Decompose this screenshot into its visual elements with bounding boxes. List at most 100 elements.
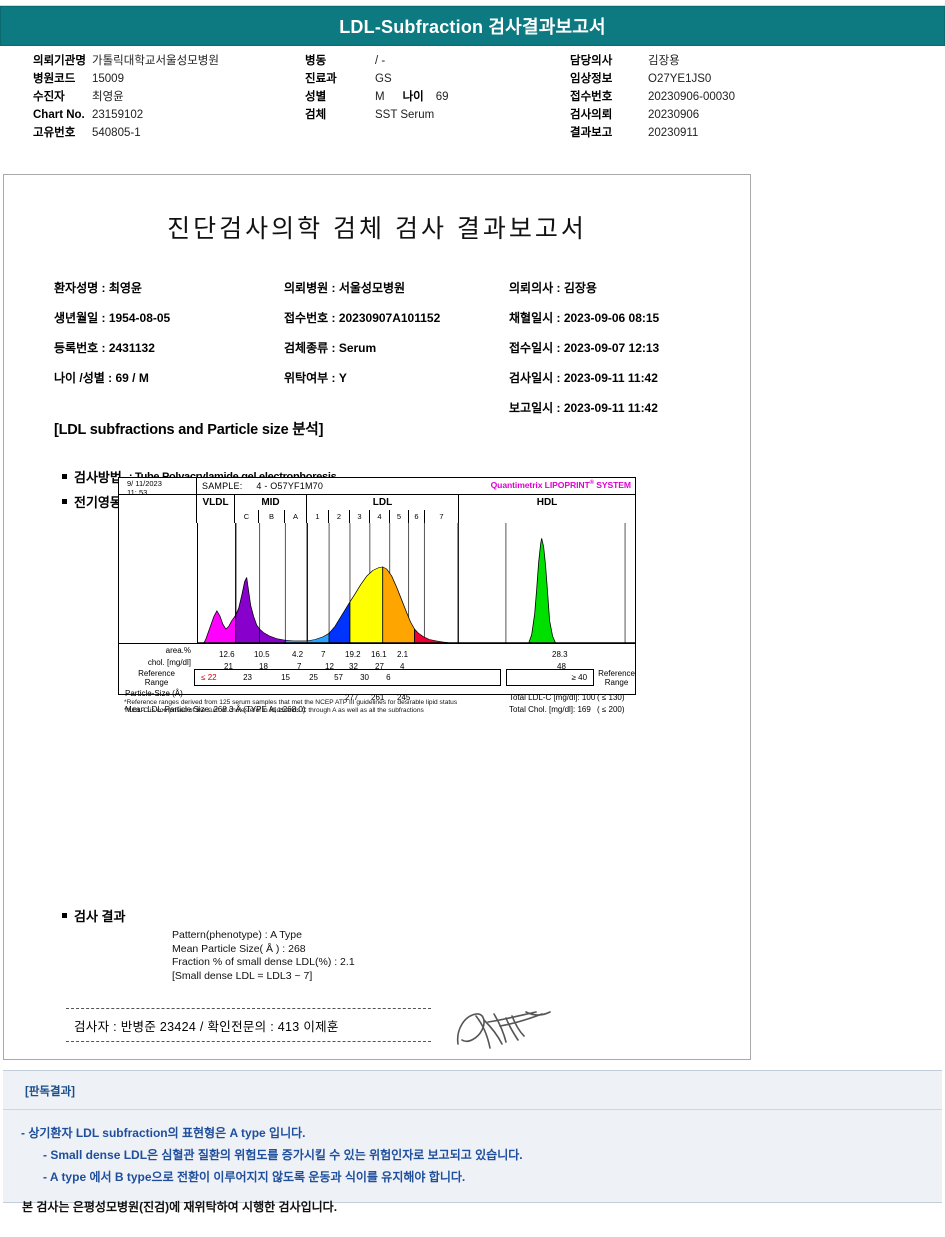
- meta-label: 검체: [305, 109, 327, 121]
- chol-val-2: 7: [297, 662, 302, 671]
- examiner-line: 검사자 : 반병준 23424 / 확인전문의 : 413 이제훈: [74, 1020, 339, 1034]
- chart-timestamp: 9/ 11/2023 11: 53: [119, 478, 197, 497]
- psize-val-2: 245: [397, 693, 411, 702]
- meta-label: 성별: [305, 91, 327, 103]
- meta-row: 결과보고 20230911: [570, 126, 945, 140]
- psize-val-0: 277: [345, 693, 359, 702]
- electropherogram-plot: [197, 523, 635, 643]
- meta-value: 최영윤: [92, 91, 124, 103]
- reference-range-label: Reference Range: [138, 668, 175, 687]
- interpretation-line: - A type 에서 B type으로 전환이 이루어지지 않도록 운동과 식…: [43, 1170, 466, 1184]
- chol-val-4: 32: [349, 662, 358, 671]
- signature-image: [456, 1011, 551, 1049]
- chol-val-1: 18: [259, 662, 268, 671]
- meta-column-2: 병동 / - 진료과 GS 성별 M 나이 69 검체 SST Serum: [305, 54, 570, 140]
- band-hdl: HDL: [536, 497, 558, 508]
- mean-particle-size: Mean LDL-Particle Size: 268.3 Å (TYPE A;…: [125, 705, 306, 714]
- subband-a: A: [285, 510, 307, 523]
- particle-size-row: Particle-Size (Å) 277 261 245 Total LDL-…: [119, 687, 635, 703]
- area-val-5: 16.1: [371, 650, 387, 659]
- reference-range-label-right: Reference Range: [598, 668, 635, 687]
- meta-row: 검사의뢰 20230906: [570, 108, 945, 122]
- particle-size-label: Particle-Size (Å): [125, 688, 183, 698]
- patient-field: 접수번호 : 20230907A101152: [284, 311, 441, 325]
- patient-info-grid: 환자성명 : 최영윤 의뢰병원 : 서울성모병원 의뢰의사 : 김장용 생년월일…: [4, 279, 750, 416]
- meta-row: 고유번호 540805-1: [0, 126, 305, 140]
- results-label: 검사 결과: [74, 909, 126, 924]
- interpretation-line: - Small dense LDL은 심혈관 질환의 위험도를 증가시킬 수 있…: [43, 1148, 523, 1162]
- signature-block: 검사자 : 반병준 23424 / 확인전문의 : 413 이제훈: [66, 1008, 431, 1042]
- total-ldl-c-ref: ( ≤ 130): [597, 693, 625, 702]
- meta-column-1: 의뢰기관명 가톨릭대학교서울성모병원 병원코드 15009 수진자 최영윤 Chart…: [0, 54, 305, 140]
- meta-row: 담당의사 김장용: [570, 54, 945, 68]
- chart-band-row: VLDL MID LDL HDL: [119, 495, 635, 510]
- meta-label: 임상정보: [570, 73, 613, 85]
- result-line: Fraction % of small dense LDL(%) : 2.1: [172, 956, 355, 968]
- divider: [66, 1041, 431, 1042]
- meta-label: 수진자: [33, 91, 65, 103]
- brand-tail: SYSTEM: [596, 480, 631, 490]
- chol-val-hdl: 48: [557, 662, 566, 671]
- patient-field: 생년월일 : 1954-08-05: [54, 311, 171, 325]
- report-sheet: 진단검사의학 검체 검사 결과보고서 환자성명 : 최영윤 의뢰병원 : 서울성…: [3, 174, 751, 1060]
- patient-field: 검체종류 : Serum: [284, 341, 377, 355]
- subband-6: 6: [409, 510, 425, 523]
- meta-value-age: 69: [435, 91, 449, 103]
- results-block: Pattern(phenotype) : A Type Mean Particl…: [172, 929, 355, 983]
- area-val-hdl: 28.3: [552, 650, 568, 659]
- sheet-title: 진단검사의학 검체 검사 결과보고서: [167, 215, 587, 243]
- curve-mid-b: [259, 628, 286, 643]
- meta-value: 20230906-00030: [648, 91, 735, 103]
- meta-value: 가톨릭대학교서울성모병원: [92, 55, 219, 67]
- patient-field: 채혈일시 : 2023-09-06 08:15: [509, 311, 660, 325]
- bullet-square-icon: [62, 499, 67, 504]
- patient-field-report-date: 보고일시 : 2023-09-11 11:42: [509, 401, 658, 415]
- chart-footnotes: *Reference ranges derived from 125 serum…: [124, 699, 457, 715]
- patient-field: 접수일시 : 2023-09-07 12:13: [509, 341, 660, 355]
- brand-name: Quantimetrix LIPOPRINT: [490, 480, 590, 490]
- meta-value: M: [375, 91, 385, 103]
- meta-value: SST Serum: [375, 109, 435, 121]
- area-val-2: 4.2: [292, 650, 304, 659]
- meta-label: 접수번호: [570, 91, 613, 103]
- meta-row: 의뢰기관명 가톨릭대학교서울성모병원: [0, 54, 305, 68]
- ref-val-4: 57: [334, 673, 343, 682]
- patient-field: 위탁여부 : Y: [284, 371, 347, 385]
- interpretation-line: - 상기환자 LDL subfraction의 표현형은 A type 입니다.: [21, 1126, 306, 1140]
- area-val-4: 19.2: [345, 650, 361, 659]
- patient-field: 검사일시 : 2023-09-11 11:42: [509, 371, 658, 385]
- brand-label: Quantimetrix LIPOPRINT® SYSTEM: [490, 480, 632, 490]
- meta-label: 고유번호: [33, 127, 76, 139]
- meta-row: 임상정보 O27YE1JS0: [570, 72, 945, 86]
- meta-label: 의뢰기관명: [33, 55, 86, 67]
- chol-val-5: 27: [375, 662, 384, 671]
- sample-label: SAMPLE:: [202, 481, 243, 491]
- subband-2: 2: [329, 510, 350, 523]
- area-val-1: 10.5: [254, 650, 270, 659]
- ref-val-0: ≤ 22: [201, 673, 217, 682]
- chol-label: chol. [mg/dl]: [147, 657, 191, 667]
- chol-val-0: 21: [224, 662, 233, 671]
- meta-row: 진료과 GS: [305, 72, 570, 86]
- top-strip: [0, 0, 945, 6]
- chol-val-3: 12: [325, 662, 334, 671]
- patient-field: 등록번호 : 2431132: [54, 341, 155, 355]
- patient-field: 의뢰의사 : 김장용: [509, 281, 597, 295]
- meta-label: 진료과: [305, 73, 337, 85]
- interpretation-panel: [판독결과] - 상기환자 LDL subfraction의 표현형은 A ty…: [3, 1070, 942, 1203]
- meta-row: Chart No. 23159102: [0, 108, 305, 122]
- chol-val-6: 4: [400, 662, 405, 671]
- area-percent-row: area.% 12.6 10.5 4.2 7 19.2 16.1 2.1 28.…: [119, 644, 635, 660]
- area-val-0: 12.6: [219, 650, 235, 659]
- chart-subband-row: C B A 1 2 3 4 5 6 7: [119, 510, 635, 523]
- band-mid: MID: [235, 495, 307, 510]
- subband-5: 5: [390, 510, 409, 523]
- chol-row: chol. [mg/dl] 21 18 7 12 32 27 4 48: [119, 656, 635, 672]
- ref-val-1: 23: [243, 673, 252, 682]
- method-label: 검사방법: [74, 470, 122, 485]
- meta-row: 병동 / -: [305, 54, 570, 68]
- meta-label: 담당의사: [570, 55, 613, 67]
- meta-value: 20230911: [648, 127, 699, 139]
- page-title: LDL-Subfraction 검사결과보고서: [339, 17, 606, 37]
- chart-time: 11: 53: [127, 488, 148, 497]
